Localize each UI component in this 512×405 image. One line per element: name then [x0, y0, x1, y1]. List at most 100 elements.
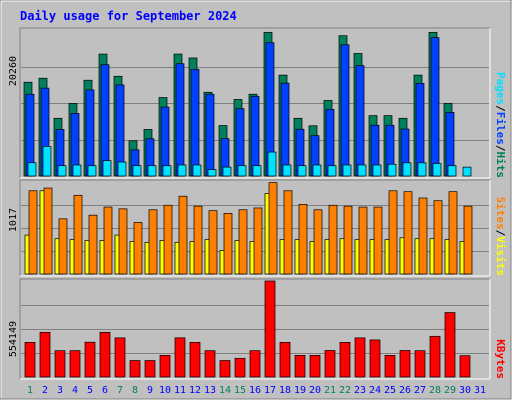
- bar-sites: [148, 209, 158, 275]
- bar-kbytes: [39, 331, 51, 378]
- bar-sites: [358, 206, 368, 275]
- bar-files: [415, 82, 425, 177]
- bar-sites: [298, 203, 308, 275]
- bar-sites: [178, 195, 188, 275]
- x-tick-label: 30: [459, 385, 471, 396]
- bar-files: [430, 37, 440, 177]
- bar-kbytes: [84, 341, 96, 378]
- x-tick-label: 12: [189, 385, 201, 396]
- bar-files: [175, 63, 185, 177]
- bar-files: [100, 64, 110, 177]
- legend-files: Files: [494, 112, 507, 145]
- bar-pages: [27, 162, 37, 177]
- bar-kbytes: [324, 350, 336, 378]
- bar-kbytes: [129, 360, 141, 378]
- bar-files: [355, 65, 365, 177]
- bar-kbytes: [24, 342, 36, 378]
- bar-pages: [162, 165, 172, 177]
- panel3-ymax-label: 554149: [8, 321, 19, 357]
- bar-pages: [132, 165, 142, 177]
- x-tick-label: 3: [57, 385, 63, 396]
- bar-files: [340, 44, 350, 177]
- legend-visits: Visits: [494, 236, 507, 276]
- legend-hits: Hits: [494, 152, 507, 179]
- legend-sep: /: [494, 105, 507, 112]
- panel3-bars: [24, 280, 471, 378]
- bar-pages: [267, 151, 277, 177]
- bar-kbytes: [159, 354, 171, 378]
- bar-sites: [343, 205, 353, 275]
- x-tick-label: 28: [429, 385, 441, 396]
- bar-kbytes: [144, 360, 156, 378]
- panel-hits-files-pages: 20260: [8, 27, 491, 179]
- bar-sites: [283, 190, 293, 275]
- panel1-ymax-label: 20260: [8, 56, 19, 86]
- bar-pages: [192, 164, 202, 177]
- x-tick-label: 8: [132, 385, 138, 396]
- x-tick-label: 16: [249, 385, 261, 396]
- bar-sites: [388, 190, 398, 275]
- legend-panel1: Pages/Files/Hits: [494, 72, 507, 178]
- x-tick-label: 4: [72, 385, 78, 396]
- x-tick-label: 23: [354, 385, 366, 396]
- bar-pages: [237, 165, 247, 177]
- legend-sites: Sites: [494, 197, 507, 230]
- bar-sites: [403, 191, 413, 275]
- bar-kbytes: [444, 312, 456, 378]
- bar-sites: [268, 182, 278, 275]
- bar-kbytes: [414, 350, 426, 378]
- x-tick-label: 1: [27, 385, 33, 396]
- bar-pages: [252, 165, 262, 177]
- bar-sites: [463, 205, 473, 275]
- bar-sites: [88, 214, 98, 275]
- bar-kbytes: [234, 357, 246, 378]
- x-tick-label: 19: [294, 385, 306, 396]
- panel2-ymax-label: 1017: [8, 208, 19, 232]
- bar-files: [250, 95, 260, 177]
- bar-kbytes: [369, 339, 381, 378]
- bar-kbytes: [249, 350, 261, 378]
- x-tick-label: 24: [369, 385, 381, 396]
- legend-panel3: KBytes: [494, 339, 507, 379]
- bar-pages: [447, 165, 457, 177]
- legend-panel2: Sites/Visits: [494, 197, 507, 277]
- bar-pages: [222, 166, 232, 177]
- bar-pages: [327, 165, 337, 177]
- bar-kbytes: [294, 354, 306, 378]
- bar-files: [85, 89, 95, 177]
- bar-sites: [253, 207, 263, 275]
- bar-sites: [103, 206, 113, 275]
- bar-files: [190, 69, 200, 177]
- x-tick-label: 26: [399, 385, 411, 396]
- x-tick-label: 21: [324, 385, 336, 396]
- bar-pages: [387, 163, 397, 177]
- x-tick-label: 17: [264, 385, 276, 396]
- bar-pages: [297, 165, 307, 177]
- bar-sites: [373, 206, 383, 275]
- bar-pages: [57, 165, 67, 177]
- x-tick-label: 10: [159, 385, 171, 396]
- legend-pages: Pages: [494, 72, 507, 105]
- bar-kbytes: [279, 342, 291, 378]
- x-tick-label: 31: [474, 385, 486, 396]
- bar-kbytes: [309, 354, 321, 378]
- panel-kbytes: 554149: [8, 278, 491, 380]
- bar-pages: [372, 164, 382, 177]
- bar-pages: [207, 169, 217, 177]
- bar-sites: [58, 218, 68, 275]
- panel2-bars: [24, 182, 473, 275]
- x-tick-label: 5: [87, 385, 93, 396]
- bar-sites: [433, 200, 443, 275]
- bar-pages: [117, 161, 127, 177]
- bar-pages: [282, 164, 292, 177]
- bar-kbytes: [219, 360, 231, 378]
- x-tick-label: 27: [414, 385, 426, 396]
- bar-pages: [147, 165, 157, 177]
- bar-sites: [118, 208, 128, 275]
- bar-pages: [87, 165, 97, 177]
- bar-sites: [43, 187, 53, 275]
- bar-sites: [73, 194, 83, 275]
- x-tick-label: 22: [339, 385, 351, 396]
